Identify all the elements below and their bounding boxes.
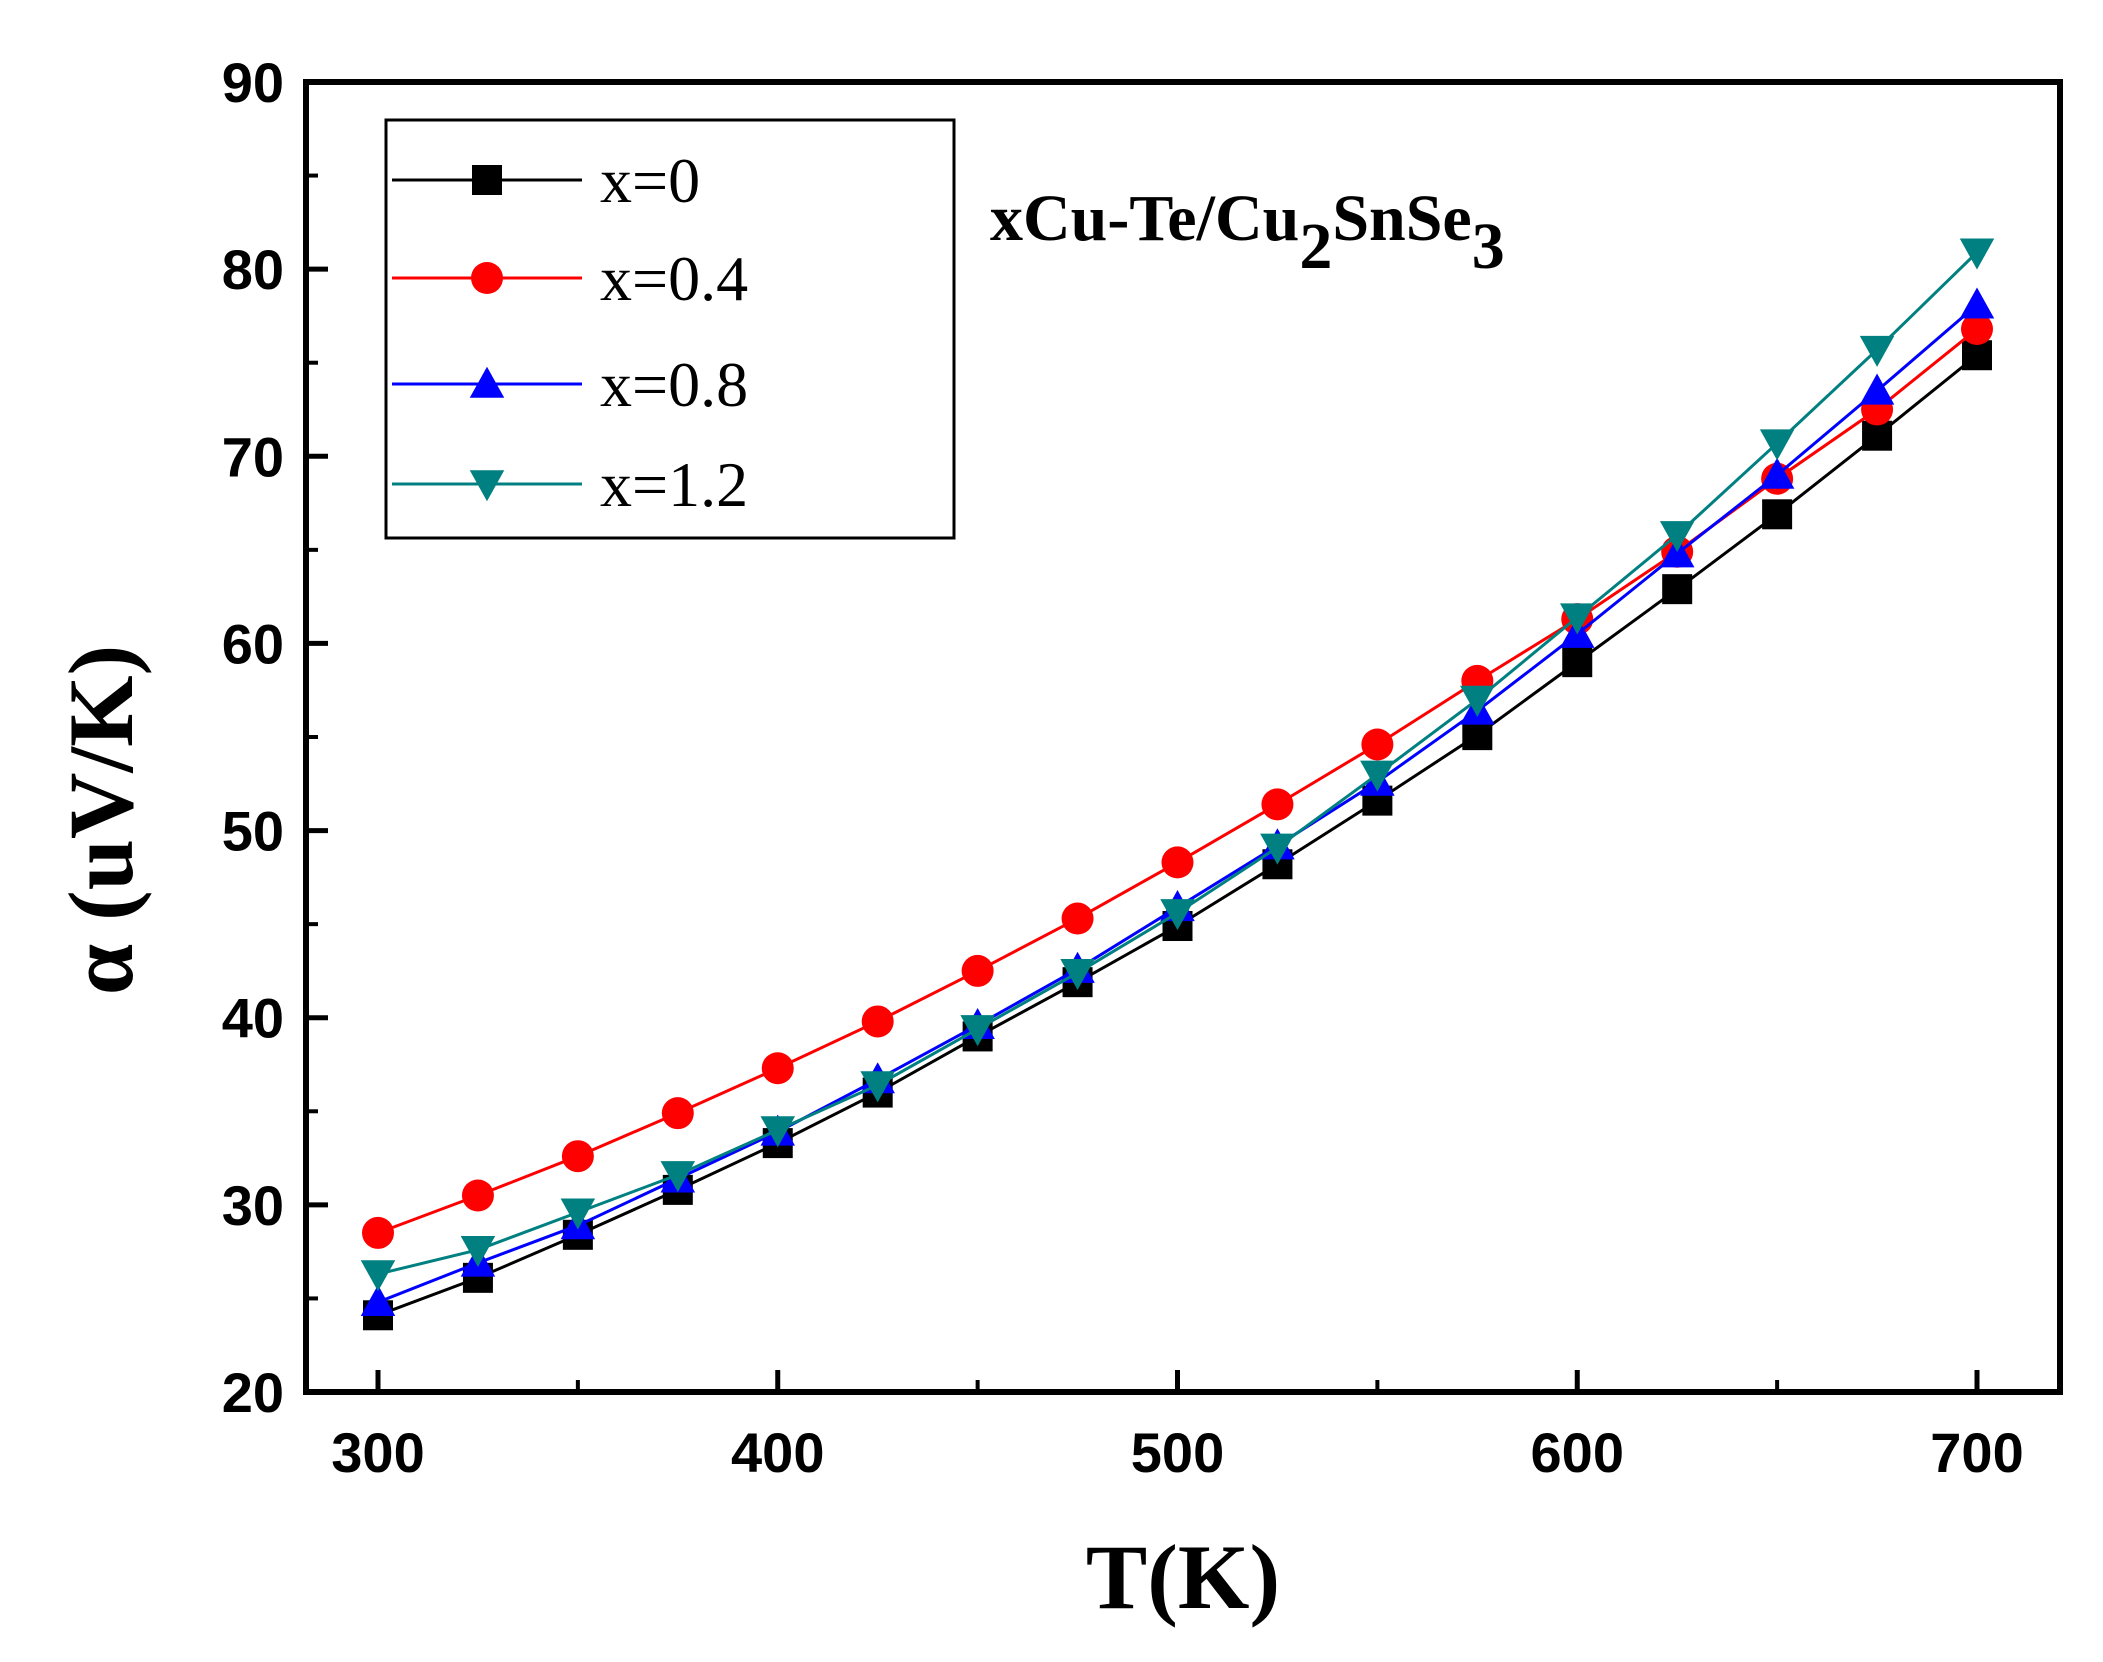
legend-label: x=0	[600, 145, 700, 216]
data-point	[360, 1260, 396, 1292]
y-tick-label: 40	[222, 987, 284, 1050]
data-point	[360, 1284, 396, 1316]
legend-marker	[469, 470, 505, 502]
legend-marker	[469, 366, 505, 398]
data-point	[1562, 647, 1593, 678]
data-point	[760, 1116, 795, 1148]
axis-ticks: 20 30 40 50 60 70 80 90 300 400 500 600 700	[222, 51, 2024, 1484]
data-point	[1959, 238, 1995, 270]
data-point	[1462, 720, 1493, 751]
data-point	[1161, 846, 1194, 879]
y-tick-label: 60	[222, 612, 284, 675]
data-point	[660, 1161, 696, 1193]
data-point	[1160, 899, 1195, 931]
y-tick-label: 90	[222, 51, 284, 114]
legend-items: x=0 x=0.4 x=0.8 x=1.2	[392, 145, 748, 520]
legend-marker	[472, 165, 502, 195]
legend-label: x=1.2	[600, 449, 748, 520]
legend-item: x=0.4	[392, 243, 748, 314]
data-point	[1762, 499, 1793, 530]
data-point	[1759, 457, 1795, 489]
data-point	[460, 1235, 496, 1268]
data-point	[362, 1216, 394, 1249]
legend: x=0 x=0.4 x=0.8 x=1.2	[384, 118, 956, 540]
x-tick-label: 600	[1531, 1421, 1624, 1484]
data-point	[1360, 760, 1395, 792]
data-point	[1962, 340, 1992, 371]
data-point	[1961, 313, 1993, 346]
legend-item: x=1.2	[392, 449, 748, 520]
data-point	[1260, 833, 1295, 865]
data-point	[1460, 685, 1495, 717]
y-axis-title: α (uV/K)	[50, 645, 152, 995]
data-point	[960, 1015, 995, 1047]
x-tick-label: 400	[731, 1421, 824, 1484]
annotation-subscript-2: 3	[1472, 210, 1505, 283]
data-point	[1759, 429, 1795, 461]
data-point	[1859, 373, 1895, 405]
data-point	[1659, 521, 1695, 553]
data-point	[1361, 728, 1394, 761]
legend-label: x=0.8	[600, 349, 748, 420]
compound-annotation: xCu-Te/Cu2SnSe3	[990, 182, 1505, 283]
data-point	[1862, 420, 1893, 451]
legend-marker	[471, 262, 503, 294]
x-tick-label: 500	[1131, 1421, 1224, 1484]
data-point	[1859, 335, 1895, 367]
data-point	[1060, 959, 1095, 991]
annotation-subscript-1: 2	[1299, 210, 1332, 283]
y-tick-label: 50	[222, 800, 284, 863]
data-point	[1061, 902, 1094, 935]
y-tick-label: 20	[222, 1361, 284, 1424]
legend-item: x=0.8	[392, 349, 748, 420]
series-layer	[360, 238, 1995, 1331]
x-tick-label: 300	[331, 1421, 424, 1484]
data-point	[561, 1140, 594, 1173]
data-point	[1261, 788, 1294, 821]
data-point	[560, 1198, 596, 1230]
data-point	[861, 1005, 894, 1038]
data-point	[1662, 574, 1693, 605]
y-tick-label: 70	[222, 425, 284, 488]
data-point	[461, 1179, 494, 1212]
legend-item: x=0	[392, 145, 700, 216]
series-x=1.2	[360, 238, 1995, 1292]
y-tick-label: 80	[222, 238, 284, 301]
x-tick-label: 700	[1930, 1421, 2023, 1484]
x-axis-title: T(K)	[1086, 1526, 1280, 1628]
legend-label: x=0.4	[600, 243, 748, 314]
y-tick-label: 30	[222, 1174, 284, 1237]
data-point	[761, 1052, 794, 1085]
annotation-part-2: SnSe	[1332, 182, 1471, 255]
data-point	[1560, 603, 1595, 635]
data-point	[961, 954, 994, 987]
data-point	[860, 1071, 895, 1103]
data-point	[661, 1097, 694, 1130]
annotation-part-1: xCu-Te/Cu	[990, 182, 1299, 255]
data-point	[1959, 287, 1995, 319]
